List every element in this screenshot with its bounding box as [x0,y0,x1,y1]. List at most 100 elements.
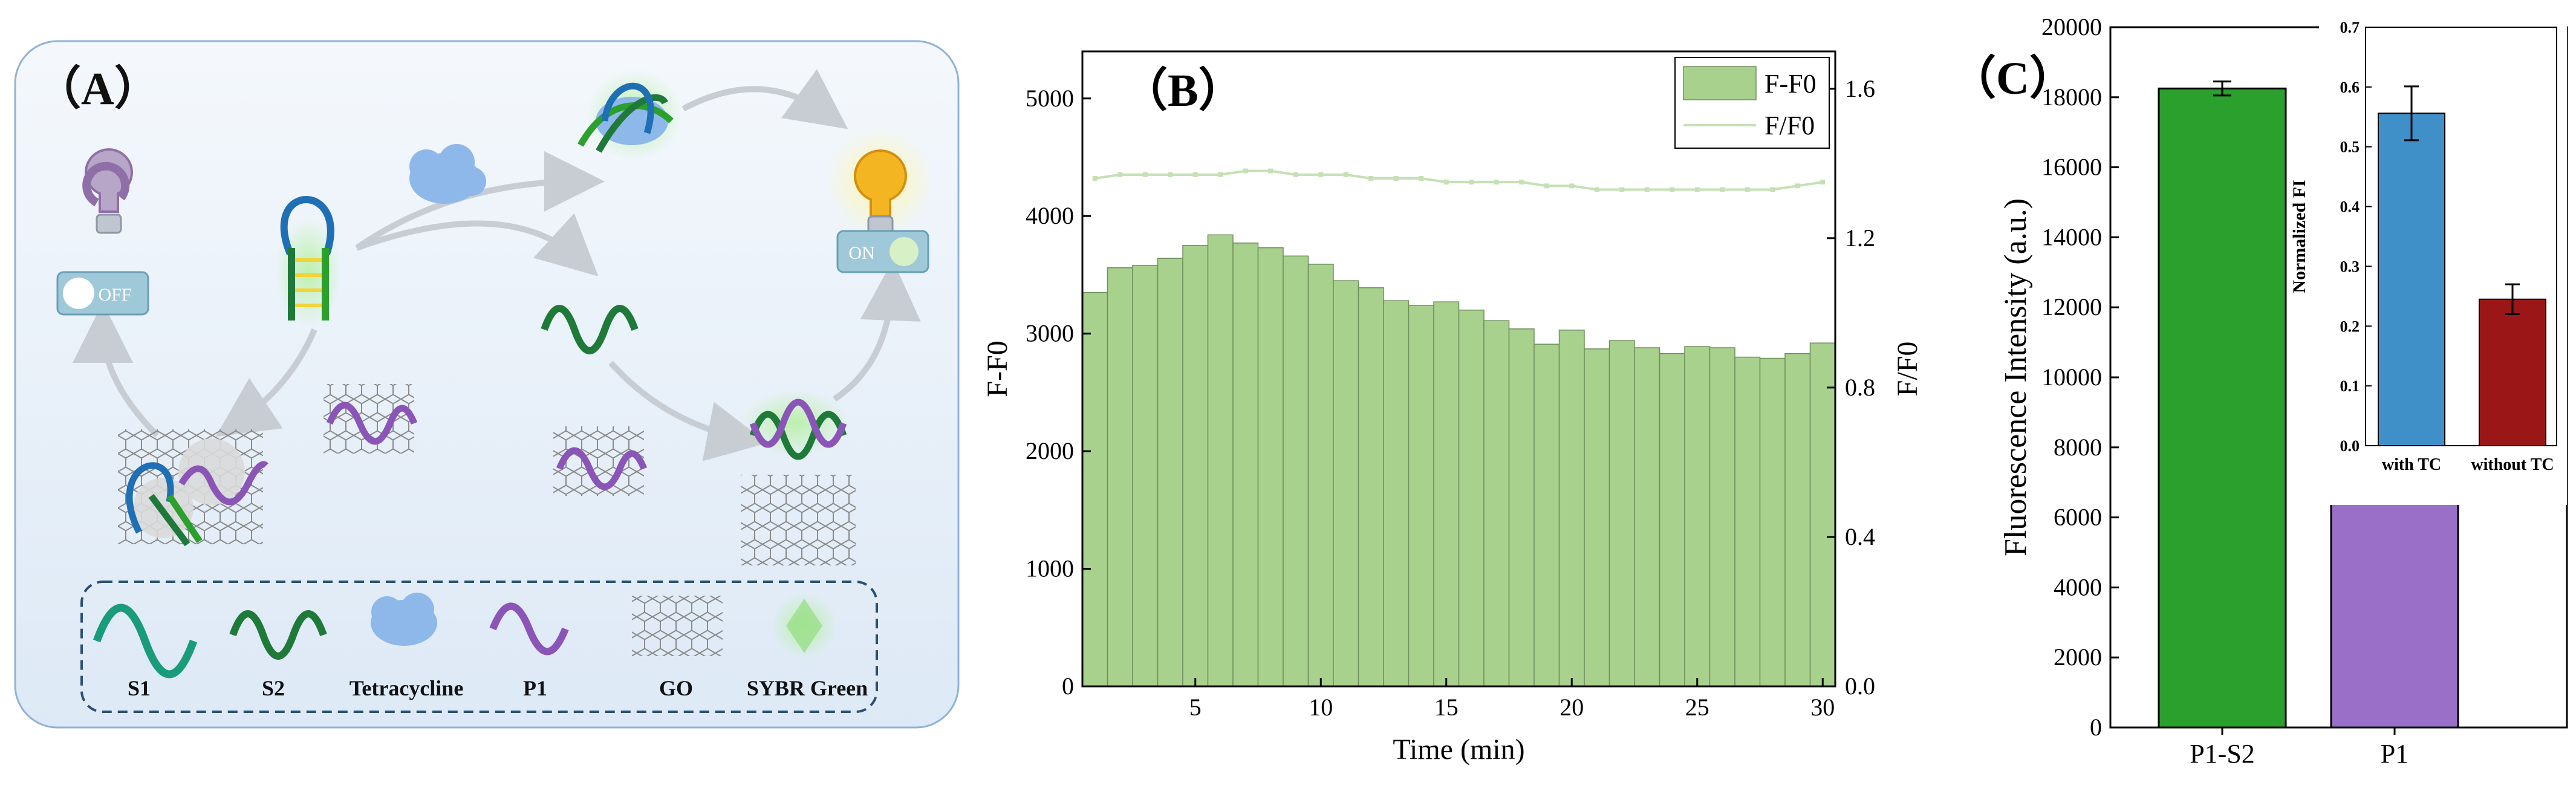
panel-a-label: （A） [35,63,160,114]
y-axis-title-c: Fluorescence Intensity (a.u.) [1999,198,2033,556]
tc-aptamer-complex-icon [577,70,683,160]
legend-label-f-over-f0: F/F0 [1764,111,1815,140]
y-left-tick-label-3000: 3000 [1026,320,1074,347]
y-left-tick-label-1000: 1000 [1026,555,1074,582]
plot-frame-b [1081,50,1836,688]
go-sheet-icon [741,475,856,565]
bar-p1-s2 [2158,87,2287,729]
bar-f-f0-18 [1508,328,1535,687]
panel-a: （A） OFF [14,40,960,729]
arrow-to-duplex [608,360,768,461]
point-f-over-f0-29 [1795,183,1800,189]
bar-f-f0-7 [1232,242,1259,687]
y-tick-label-8000: 8000 [2054,434,2102,461]
panel-b-label: （B） [1122,65,1244,116]
bar-f-f0-3 [1132,265,1159,687]
inset-y-axis-title: Normalized FI [2289,180,2309,293]
bar-f-f0-15 [1433,301,1460,687]
switch-on-icon: ON [836,230,929,273]
y-left-tick-label-2000: 2000 [1026,437,1074,464]
bar-f-f0-24 [1659,353,1685,687]
x-tick-label-30: 30 [1810,694,1835,721]
arrow-to-on-lower [833,260,921,402]
point-f-over-f0-15 [1443,180,1449,185]
point-f-over-f0-19 [1544,183,1549,189]
y-tick-label-16000: 16000 [2041,154,2102,181]
legend-box [80,581,878,713]
point-f-over-f0-25 [1694,187,1700,192]
sybr-green-glow-icon [771,593,838,659]
inset-y-tick-label-0.2: 0.2 [2340,317,2360,335]
bar-f-f0-20 [1558,330,1585,687]
point-f-over-f0-24 [1670,187,1675,192]
legend-label-tetracycline: Tetracycline [350,676,464,700]
point-f-over-f0-13 [1393,176,1399,181]
s1-hairpin-icon [275,196,342,327]
y-tick-label-12000: 12000 [2041,293,2102,321]
point-f-over-f0-17 [1494,180,1499,185]
arrow-to-s2 [356,213,599,277]
inset-bar-without-tc [2479,298,2546,446]
x-tick-label-20: 20 [1560,694,1584,721]
legend-label-f-f0: F-F0 [1764,69,1817,99]
chart-c-inset: with TC without TC 0.0 0.1 0.2 0.3 0.4 0.5 0.6 0.… [2289,19,2567,505]
point-f-over-f0-1 [1092,176,1098,181]
chart-c: P1-S2 P1 0 2000 4000 6000 8000 10000 12000 14000 1… [1950,13,2568,769]
inset-x-tick-label-with-tc: with TC [2382,455,2441,474]
bar-f-f0-25 [1684,346,1711,687]
bar-f-f0-5 [1182,245,1209,687]
point-f-over-f0-10 [1318,172,1324,177]
arrow-to-quench [215,328,317,437]
inset-x-tick-label-without-tc: without TC [2471,455,2554,474]
bar-f-f0-10 [1307,264,1334,687]
bar-f-f0-29 [1784,353,1811,687]
inset-y-tick-label-0.5: 0.5 [2340,138,2360,156]
y-right-tick-label-1.6: 1.6 [1845,75,1875,102]
y-tick-label-4000: 4000 [2054,573,2102,600]
bar-p1 [2330,484,2459,729]
plot-frame-inset [2365,27,2557,446]
bar-f-f0-16 [1458,310,1485,687]
x-tick-label-p1-s2: P1-S2 [2190,739,2255,769]
y-tick-label-14000: 14000 [2041,223,2102,250]
point-f-over-f0-16 [1469,180,1474,185]
bar-f-f0-28 [1759,357,1786,687]
y-tick-label-6000: 6000 [2054,504,2102,531]
point-f-over-f0-23 [1644,187,1650,192]
y-left-tick-label-0: 0 [1062,672,1074,700]
bar-f-f0-19 [1534,343,1560,687]
x-tick-label-10: 10 [1309,694,1333,721]
point-f-over-f0-6 [1218,172,1223,177]
x-tick-label-25: 25 [1685,694,1709,721]
y-right-tick-label-1.2: 1.2 [1845,224,1875,252]
legend-swatch-f-f0 [1683,66,1757,100]
tetracycline-cloud-icon [409,144,486,204]
bar-f-f0-1 [1082,291,1108,687]
legend-label-s2: S2 [262,676,285,700]
quenched-complex-icon [118,429,268,547]
y-tick-label-18000: 18000 [2041,83,2102,111]
bar-f-f0-22 [1608,340,1635,687]
bulb-on-icon [825,127,934,236]
legend-label-sybr: SYBR Green [747,676,868,700]
bar-f-f0-21 [1584,348,1610,687]
legend-icons [93,593,838,678]
inset-y-tick-label-0.4: 0.4 [2340,198,2360,216]
go-p1-icon-middle [324,384,418,454]
inset-y-tick-label-0.6: 0.6 [2340,79,2360,96]
point-f-over-f0-11 [1343,172,1348,177]
point-f-over-f0-20 [1569,183,1575,189]
bar-f-f0-11 [1333,280,1359,687]
inset-bar-with-tc [2378,112,2445,446]
chart-b: 5 10 15 20 25 30 0 1000 2000 3000 4000 5000 0.0 0.4 0.… [981,50,1924,766]
legend-label-go: GO [659,676,693,700]
point-f-over-f0-18 [1519,180,1524,185]
point-f-over-f0-22 [1619,187,1625,192]
point-f-over-f0-14 [1419,176,1424,181]
point-f-over-f0-2 [1117,172,1123,177]
arrow-to-off [73,302,160,438]
tetracycline-legend-icon [371,593,437,646]
point-f-over-f0-27 [1745,187,1750,192]
x-tick-label-15: 15 [1434,694,1459,721]
